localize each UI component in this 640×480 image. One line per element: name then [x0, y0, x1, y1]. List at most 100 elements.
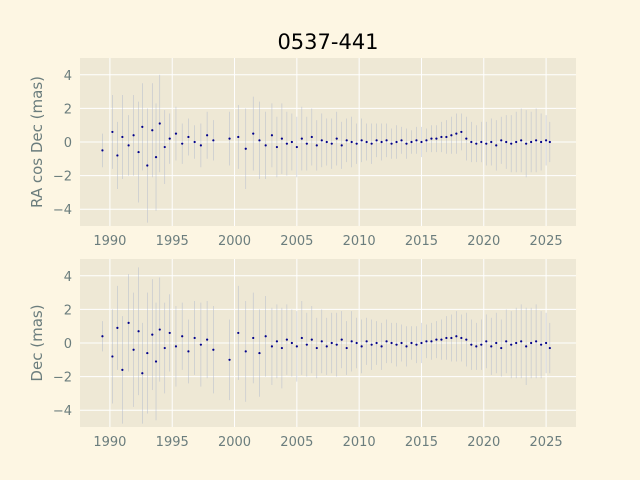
chart-title: 0537-441 — [277, 30, 378, 54]
ra-x-tick-labels: 1990 1995 2000 2005 2010 2015 2020 2025 — [93, 234, 562, 249]
ra-data-point — [535, 139, 538, 142]
dec-y-tick-labels: −4 −2 0 2 4 — [53, 270, 72, 419]
ra-data-point — [415, 139, 418, 142]
ra-data-point — [385, 139, 388, 142]
ra-data-point — [485, 142, 488, 145]
dec-data-point — [380, 345, 383, 348]
dec-data-point — [505, 340, 508, 343]
ra-y-tick-label: 0 — [64, 136, 72, 151]
ra-data-point — [212, 139, 215, 142]
ra-y-tick-label: 2 — [64, 102, 72, 117]
ra-data-point — [101, 149, 104, 152]
ra-data-point — [270, 134, 274, 137]
dec-data-point — [400, 341, 403, 345]
ra-data-point — [455, 132, 458, 135]
ra-data-points — [101, 122, 551, 167]
dec-data-point — [193, 336, 196, 340]
ra-y-tick-labels: −4 −2 0 2 4 — [53, 69, 72, 218]
ra-data-point — [174, 132, 178, 135]
ra-data-point — [420, 140, 423, 144]
ra-data-point — [315, 144, 318, 147]
ra-x-tick-label: 1995 — [156, 234, 189, 249]
ra-data-point — [305, 142, 308, 145]
dec-data-point — [515, 341, 518, 345]
dec-data-point — [544, 341, 548, 345]
ra-data-point — [445, 135, 448, 139]
dec-x-tick-label: 1995 — [156, 435, 189, 450]
dec-data-point — [548, 346, 551, 350]
dec-data-point — [385, 340, 388, 343]
dec-data-point — [132, 348, 135, 351]
dec-data-point — [330, 341, 333, 345]
dec-data-point — [258, 351, 261, 355]
ra-data-point — [440, 135, 443, 139]
ra-data-point — [121, 135, 124, 139]
dec-data-point — [540, 343, 543, 346]
dec-y-tick-label: 4 — [64, 270, 72, 285]
dec-data-point — [395, 343, 398, 346]
ra-data-point — [430, 137, 433, 140]
dec-y-tick-label: 0 — [64, 337, 72, 352]
ra-data-point — [370, 142, 373, 145]
dec-data-point — [495, 341, 498, 345]
ra-data-point — [330, 142, 333, 145]
ra-data-point — [360, 139, 363, 142]
ra-data-point — [187, 135, 190, 139]
dec-data-point — [163, 346, 166, 350]
dec-data-point — [325, 345, 328, 348]
dec-data-point — [101, 335, 104, 338]
ra-data-point — [500, 139, 503, 142]
ra-data-point — [495, 144, 498, 147]
dec-data-point — [485, 340, 488, 343]
dec-x-tick-label: 2015 — [405, 435, 438, 450]
ra-data-point — [168, 137, 171, 140]
dec-data-point — [320, 340, 323, 343]
ra-data-point — [520, 139, 523, 142]
dec-data-point — [360, 345, 363, 348]
dec-data-point — [455, 335, 458, 338]
ra-grid — [80, 58, 576, 226]
dec-data-point — [280, 346, 283, 350]
ra-data-point — [390, 142, 393, 145]
ra-x-tick-label: 2005 — [280, 234, 313, 249]
dec-data-point — [535, 340, 538, 343]
ra-data-point — [275, 145, 279, 149]
ra-data-point — [505, 140, 508, 144]
dec-data-point — [420, 341, 423, 345]
dec-x-tick-labels: 1990 1995 2000 2005 2010 2015 2020 2025 — [93, 435, 562, 450]
dec-data-point — [264, 335, 267, 338]
dec-data-point — [440, 338, 443, 341]
dec-data-point — [137, 330, 140, 333]
ra-x-tick-label: 2010 — [343, 234, 376, 249]
ra-data-point — [206, 134, 209, 137]
dec-data-point — [141, 372, 144, 375]
ra-data-point — [350, 140, 353, 144]
ra-data-point — [548, 140, 551, 144]
ra-data-point — [181, 142, 184, 145]
dec-data-point — [405, 345, 408, 348]
dec-data-point — [237, 331, 240, 335]
dec-data-point — [470, 343, 473, 346]
dec-data-point — [127, 321, 130, 324]
dec-data-point — [445, 336, 448, 340]
dec-data-point — [275, 340, 279, 343]
dec-data-point — [300, 336, 303, 340]
ra-data-point — [510, 142, 513, 145]
dec-data-point — [252, 336, 255, 340]
dec-x-tick-label: 2005 — [280, 435, 313, 450]
ra-data-point — [365, 140, 368, 144]
ra-x-tick-label: 1990 — [93, 234, 126, 249]
dec-data-point — [355, 341, 358, 345]
ra-data-point — [325, 140, 328, 144]
dec-data-point — [375, 341, 378, 345]
dec-y-tick-label: 2 — [64, 303, 72, 318]
dec-data-point — [390, 341, 393, 345]
ra-data-point — [375, 139, 378, 142]
dec-data-point — [168, 331, 171, 335]
ra-data-point — [435, 137, 438, 140]
dec-data-point — [510, 343, 513, 346]
ra-data-point — [405, 142, 408, 145]
dec-data-point — [151, 333, 154, 336]
ra-data-point — [470, 140, 473, 144]
